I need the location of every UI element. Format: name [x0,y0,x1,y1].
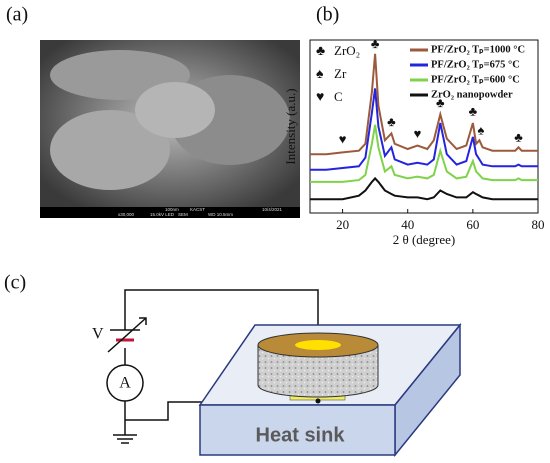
peak-marker: ♣ [387,114,396,129]
peak-marker: ♣ [371,36,380,51]
series-line [310,124,538,183]
sem-info: x30,000 [118,212,135,217]
x-tick-label: 20 [336,217,349,232]
peak-marker: ♠ [478,123,485,138]
peak-marker: ♥ [414,126,422,141]
sem-info: 100nm [165,207,179,212]
xrd-chart: 20 40 60 80 2 θ (degree) Intensity (a.u.) PF/Z… [283,36,545,247]
phase-label: ZrO₂ [334,43,360,58]
series-line [310,88,538,171]
peak-marker: ♥ [339,131,347,146]
sem-info: WD 10.5mm [208,212,233,217]
peak-marker: ♣ [469,104,478,119]
heat-sink-label: Heat sink [256,424,346,446]
phase-label: Zr [334,66,347,81]
panel-label: (a) [6,4,28,26]
voltage-label: V [92,326,104,343]
x-axis-label: 2 θ (degree) [393,232,456,247]
legend-label: PF/ZrO₂ Tₚ=1000 °C [431,44,525,55]
plot-frame [309,39,539,214]
circuit [106,289,319,444]
phase-label: C [334,89,343,104]
phase-symbol: ♠ [316,67,324,82]
sem-info: 15.0kV LED [150,212,175,217]
panel-label: (b) [316,4,339,26]
peak-marker: ♣ [436,95,445,110]
series-line [310,53,538,156]
x-tick-label: 60 [466,217,479,232]
phase-symbol: ♥ [316,90,324,105]
phase-symbol: ♣ [316,44,325,59]
legend-label: PF/ZrO₂ Tₚ=600 °C [431,74,520,85]
panel-label: (c) [4,272,26,294]
sem-info: 10/4/2021 [262,207,283,212]
legend-label: ZrO₂ nanopowder [431,89,513,100]
peak-marker: ♣ [514,130,523,145]
x-tick-label: 80 [532,217,545,232]
sem-info: SEM [178,212,188,217]
series-line [310,176,538,201]
sample [257,332,379,404]
legend-label: PF/ZrO₂ Tₚ=675 °C [431,59,520,70]
x-tick-label: 40 [401,217,414,232]
sem-info: KACST [190,207,205,212]
ammeter-label: A [119,375,131,392]
y-axis-label: Intensity (a.u.) [283,88,298,164]
sem-image [40,40,300,218]
